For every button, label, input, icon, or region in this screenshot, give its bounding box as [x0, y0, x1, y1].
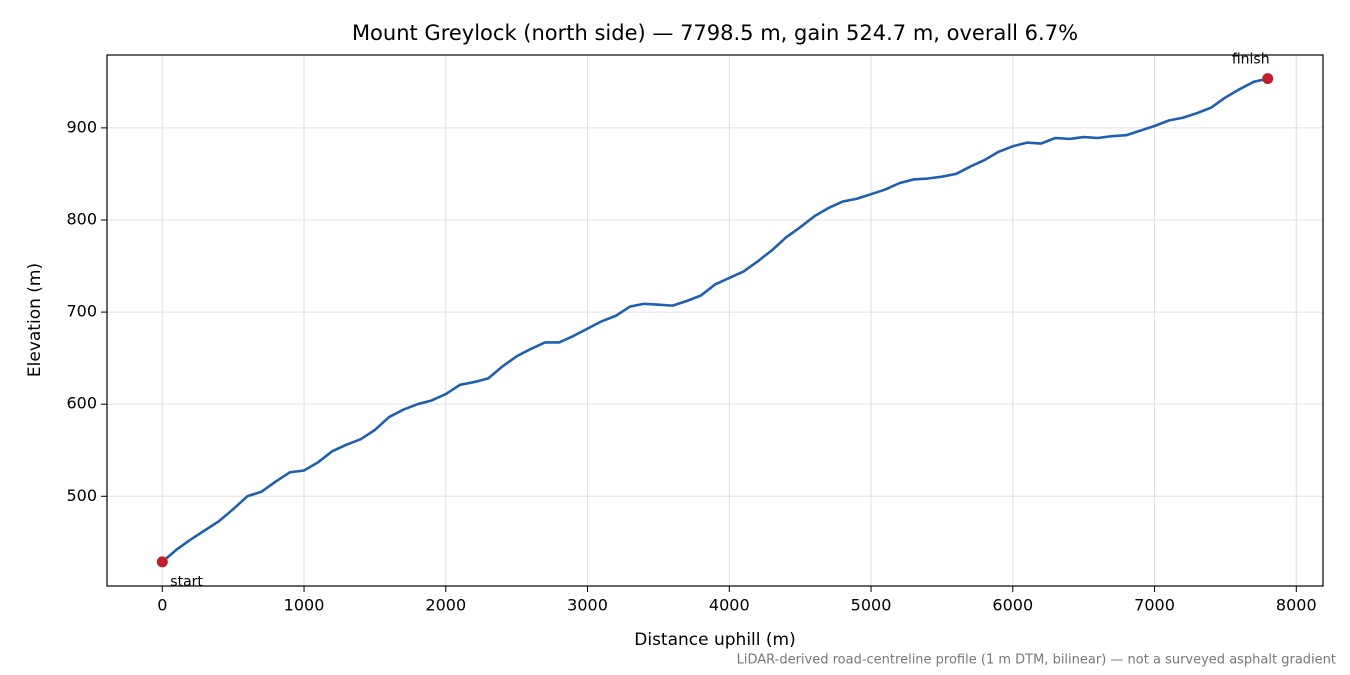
x-tick-label: 7000: [1134, 596, 1175, 615]
y-tick-label: 700: [66, 302, 97, 321]
x-axis-label: Distance uphill (m): [634, 630, 795, 650]
chart-title: Mount Greylock (north side) — 7798.5 m, …: [352, 21, 1078, 45]
y-tick-label: 800: [66, 209, 97, 228]
x-tick-label: 4000: [709, 596, 750, 615]
elevation-line: [161, 77, 1269, 563]
x-tick-label: 6000: [992, 596, 1033, 615]
marker: [1262, 73, 1274, 85]
y-tick-label: 600: [66, 394, 97, 413]
plot-frame: [106, 54, 1324, 587]
y-tick-label: 500: [66, 486, 97, 505]
x-tick-label: 3000: [567, 596, 608, 615]
x-tick-label: 1000: [284, 596, 325, 615]
x-tick-label: 0: [157, 596, 167, 615]
marker: [156, 556, 168, 568]
x-tick-label: 5000: [851, 596, 892, 615]
annotation: start: [170, 574, 203, 590]
y-tick-label: 900: [66, 117, 97, 136]
x-tick-label: 8000: [1276, 596, 1317, 615]
x-tick-label: 2000: [425, 596, 466, 615]
y-axis-label: Elevation (m): [25, 263, 45, 377]
footnote: LiDAR-derived road-centreline profile (1…: [737, 653, 1336, 668]
annotation: finish: [1232, 52, 1270, 68]
